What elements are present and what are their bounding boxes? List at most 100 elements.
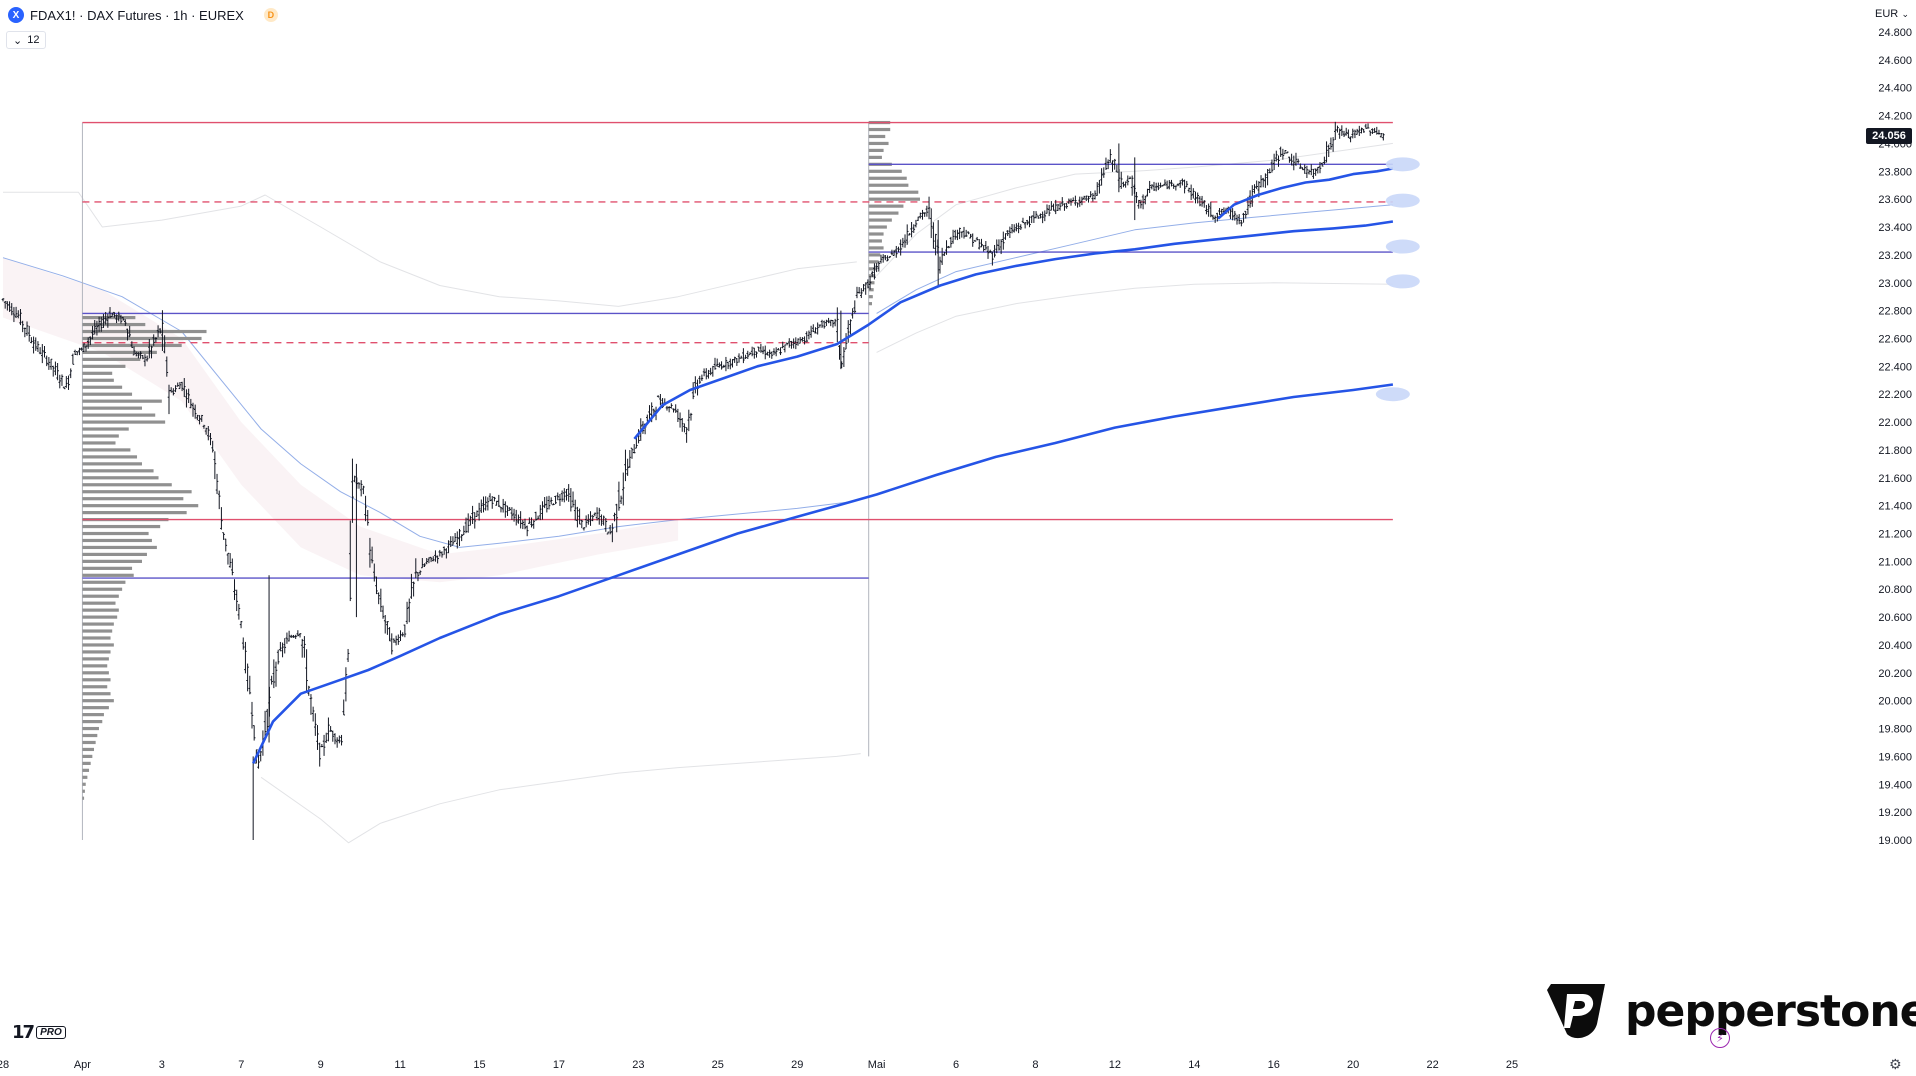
- volume-profile-bar: [868, 211, 899, 215]
- volume-profile-bar: [82, 580, 126, 584]
- volume-profile-bar: [868, 246, 884, 250]
- order-bubble: [1385, 274, 1420, 289]
- volume-profile-bar: [82, 650, 111, 654]
- order-bubble: [1385, 157, 1420, 172]
- tradingview-logo[interactable]: 17 PRO: [12, 1022, 66, 1043]
- chart-header: X FDAX1! · DAX Futures · 1h · EUREX D: [8, 6, 278, 24]
- volume-profile-bar: [868, 141, 889, 146]
- time-axis-label: 14: [1188, 1059, 1200, 1071]
- volume-profile-bar: [868, 288, 874, 292]
- time-axis-label: 29: [791, 1059, 803, 1071]
- last-price-label: 24.056: [1866, 127, 1912, 144]
- volume-profile-bar: [82, 504, 199, 508]
- volume-profile-bar: [82, 796, 85, 800]
- volume-profile-bar: [82, 490, 192, 494]
- time-axis-label: 8: [1032, 1059, 1038, 1071]
- volume-profile-bar: [82, 566, 133, 570]
- order-bubble: [1375, 387, 1410, 402]
- price-axis-label: 24.400: [1878, 83, 1912, 95]
- volume-profile-bar: [82, 573, 134, 577]
- time-axis-label: 9: [318, 1059, 324, 1071]
- volume-profile-bar: [82, 392, 133, 396]
- price-axis-label: 23.200: [1878, 250, 1912, 262]
- volume-profile-bar: [82, 615, 118, 619]
- may-lower-band-line: [876, 282, 1393, 353]
- price-axis-label: 20.600: [1878, 612, 1912, 624]
- volume-profile-bar: [82, 601, 116, 605]
- time-axis-label: 11: [394, 1059, 405, 1071]
- volume-profile-bar: [82, 768, 90, 772]
- volume-profile-bar: [82, 434, 119, 438]
- time-axis-label: Apr: [74, 1059, 91, 1071]
- volume-profile-bar: [868, 232, 884, 236]
- volume-profile-bar: [82, 420, 166, 424]
- volume-profile-bar: [868, 260, 879, 264]
- gear-icon[interactable]: ⚙: [1889, 1056, 1902, 1072]
- volume-profile-bar: [82, 622, 114, 626]
- indicators-toggle[interactable]: ⌄ 12: [6, 31, 47, 49]
- volume-profile-bar: [82, 531, 149, 536]
- volume-profile-bar: [868, 239, 882, 243]
- price-axis-label: 24.600: [1878, 55, 1912, 67]
- volume-profile-bar: [82, 594, 119, 598]
- chevron-down-icon: ⌄: [13, 34, 23, 47]
- volume-profile-bar: [82, 448, 131, 452]
- pepperstone-logo: pepperstone: [1545, 980, 1916, 1042]
- lightning-icon[interactable]: ⚡: [1710, 1028, 1730, 1048]
- price-axis-label: 19.000: [1878, 835, 1912, 847]
- time-axis-label: 20: [1347, 1059, 1359, 1071]
- volume-profile-bar: [82, 455, 138, 459]
- volume-profile-bar: [82, 552, 147, 557]
- price-axis-label: 21.000: [1878, 556, 1912, 568]
- price-axis-label: 22.400: [1878, 361, 1912, 373]
- volume-profile-bar: [82, 636, 111, 640]
- mid-band-line: [2, 257, 853, 548]
- price-axis-label: 22.600: [1878, 333, 1912, 345]
- time-axis-label: 25: [712, 1059, 724, 1071]
- price-axis-label: 23.400: [1878, 222, 1912, 234]
- volume-profile-bar: [868, 295, 873, 299]
- price-axis-label: 23.000: [1878, 278, 1912, 290]
- currency-selector[interactable]: EUR ⌄: [1872, 6, 1912, 22]
- volume-profile-bar: [82, 524, 161, 529]
- time-axis-label: 7: [238, 1059, 244, 1071]
- price-axis-label: 20.000: [1878, 696, 1912, 708]
- anchored-vwap-line: [252, 383, 1394, 764]
- symbol-title[interactable]: FDAX1! · DAX Futures · 1h · EUREX: [30, 7, 244, 23]
- time-axis-label: 15: [473, 1059, 485, 1071]
- time-axis-label: 22: [1426, 1059, 1438, 1071]
- time-axis-label: 28: [0, 1059, 9, 1071]
- price-axis-label: 21.800: [1878, 445, 1912, 457]
- price-axis-label: 22.000: [1878, 417, 1912, 429]
- time-axis-label: 3: [159, 1059, 165, 1071]
- volume-profile-bar: [82, 657, 109, 661]
- volume-profile-bar: [868, 169, 902, 173]
- volume-profile-bar: [82, 336, 202, 341]
- volume-profile-bar: [82, 483, 172, 487]
- anchored-vwap-line: [1217, 167, 1394, 220]
- volume-profile-bar: [82, 761, 91, 765]
- volume-profile-bar: [82, 511, 187, 515]
- volume-profile-bar: [82, 733, 98, 738]
- volume-profile-bar: [82, 371, 113, 375]
- data-badge[interactable]: D: [263, 8, 278, 22]
- volume-profile-bar: [82, 671, 109, 675]
- volume-profile-bar: [82, 719, 103, 724]
- time-axis-label: 16: [1268, 1059, 1280, 1071]
- price-axis-label: 21.600: [1878, 473, 1912, 485]
- time-axis-label: 17: [553, 1059, 565, 1071]
- volume-profile-bar: [82, 378, 114, 382]
- may-mid-band-line: [876, 204, 1393, 314]
- volume-profile-bar: [82, 406, 142, 410]
- time-axis-label: 6: [953, 1059, 959, 1071]
- volume-profile-bar: [82, 441, 116, 445]
- symbol-icon[interactable]: X: [8, 7, 24, 23]
- time-axis-label: 12: [1109, 1059, 1121, 1071]
- currency-label: EUR: [1875, 8, 1899, 20]
- volume-profile-bar: [82, 497, 184, 501]
- order-bubble: [1385, 239, 1420, 254]
- volume-profile-bar: [82, 462, 142, 466]
- price-axis-label: 19.800: [1878, 724, 1912, 736]
- volume-profile-bar: [868, 267, 877, 271]
